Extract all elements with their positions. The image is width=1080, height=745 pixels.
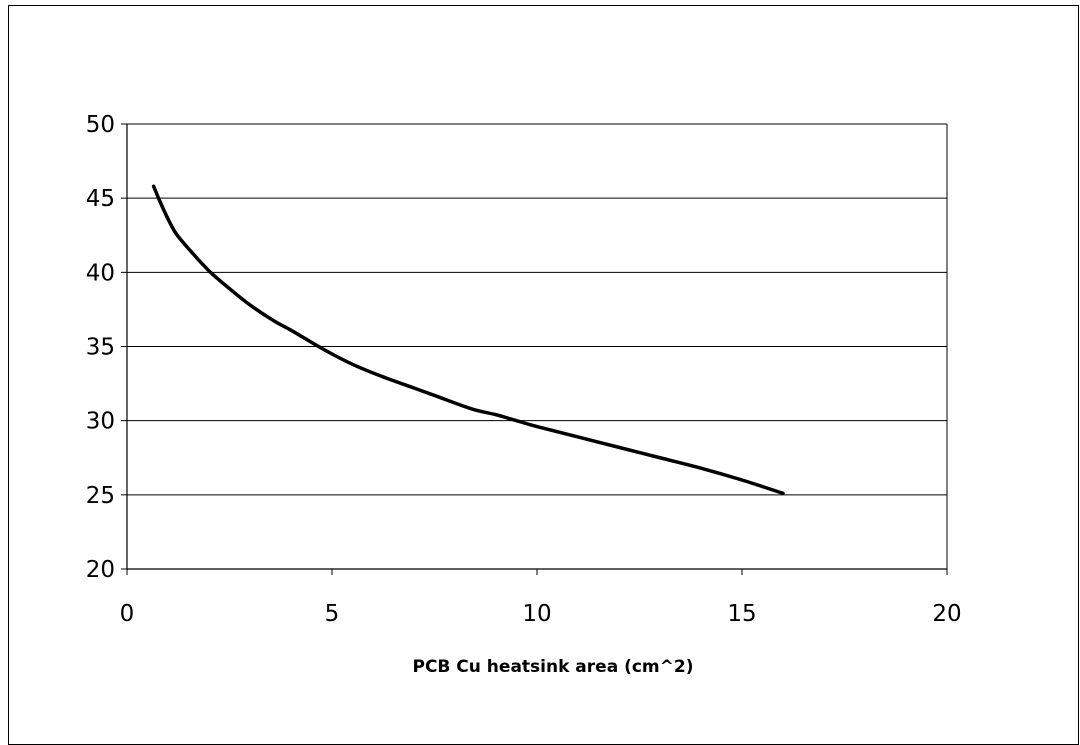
x-axis-tick-labels: 0 5 10 15 20 <box>120 601 962 627</box>
gridlines <box>127 123 947 496</box>
y-tick-label: 35 <box>86 335 115 361</box>
y-tick-label: 20 <box>86 557 115 583</box>
y-tick-label: 50 <box>86 112 115 138</box>
x-tick-label: 10 <box>522 601 551 627</box>
y-tick-label: 40 <box>86 260 115 286</box>
y-tick-label: 45 <box>86 186 115 212</box>
chart-frame <box>8 5 1079 745</box>
x-axis-title: PCB Cu heatsink area (cm^2) <box>413 657 694 677</box>
x-tick-label: 5 <box>325 601 340 627</box>
y-axis-tick-labels: 20 25 30 35 40 45 50 <box>86 112 115 583</box>
axes <box>121 123 948 575</box>
x-tick-label: 0 <box>120 601 135 627</box>
series-layer <box>151 184 785 496</box>
y-tick-label: 30 <box>86 409 115 435</box>
y-tick-label: 25 <box>86 483 115 509</box>
x-tick-label: 20 <box>932 601 961 627</box>
series-line <box>151 184 785 496</box>
x-tick-label: 15 <box>727 601 756 627</box>
